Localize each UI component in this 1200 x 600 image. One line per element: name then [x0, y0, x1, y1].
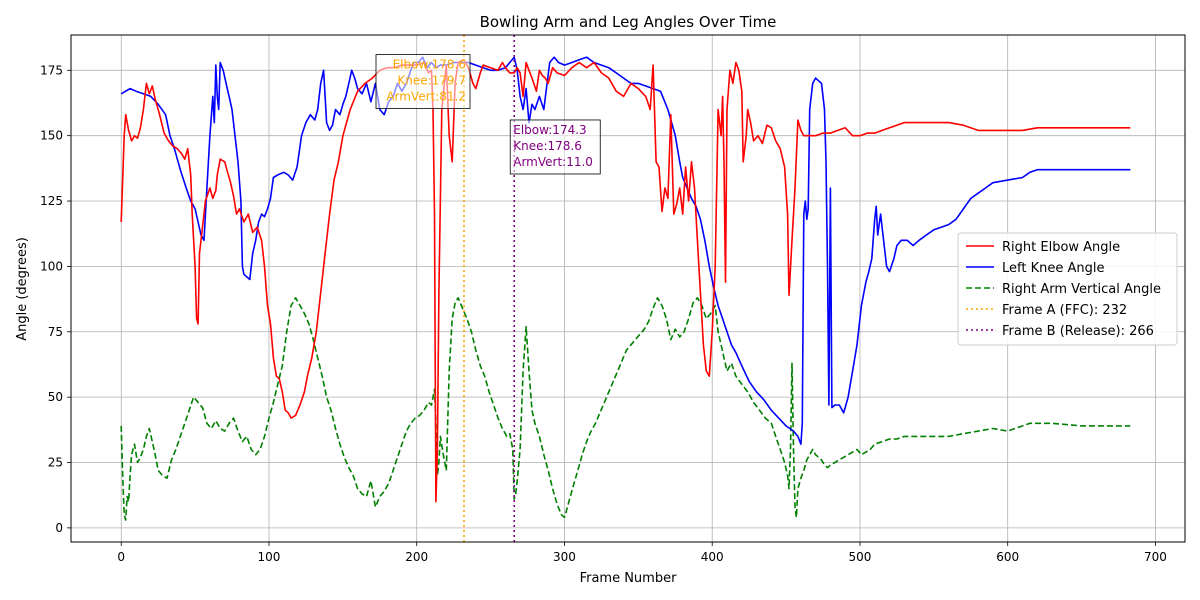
annotation-line: ArmVert:11.0	[513, 155, 593, 169]
y-tick-label: 50	[48, 390, 63, 404]
legend-label: Frame B (Release): 266	[1002, 324, 1154, 339]
series-line-right-elbow-angle	[120, 59, 1131, 503]
series-layer	[120, 56, 1131, 521]
legend-label: Right Arm Vertical Angle	[1002, 282, 1161, 297]
legend: Right Elbow Angle Left Knee Angle Right Ar…	[957, 232, 1178, 346]
annotation-line: Knee:178.6	[513, 139, 582, 153]
x-tick-label: 700	[1144, 550, 1167, 564]
x-tick-label: 300	[553, 550, 576, 564]
y-axis-label: Angle (degrees)	[15, 237, 30, 341]
annotation-line: Knee:179.7	[397, 74, 466, 88]
x-ticks: 0 100 200 300 400 500 600 700	[117, 542, 1167, 564]
annotation-line: Elbow:174.3	[513, 123, 586, 137]
plot-frame	[70, 34, 1186, 543]
y-tick-label: 125	[40, 194, 63, 208]
series-line-left-knee-angle	[120, 56, 1131, 445]
x-tick-label: 200	[405, 550, 428, 564]
x-tick-label: 500	[849, 550, 872, 564]
legend-label: Right Elbow Angle	[1002, 240, 1120, 255]
legend-label: Frame A (FFC): 232	[1002, 303, 1127, 318]
annotation-line: ArmVert:81.2	[386, 90, 466, 104]
y-tick-label: 25	[48, 456, 63, 470]
y-tick-label: 75	[48, 325, 63, 339]
annotation-box: Elbow:174.3 Knee:178.6 ArmVert:11.0	[509, 119, 601, 175]
y-ticks: 0 25 50 75 100 125 150 175	[40, 63, 71, 535]
annotation-layer: Elbow:178.6Knee:179.7ArmVert:81.2Elbow:1…	[375, 54, 601, 175]
x-tick-label: 600	[996, 550, 1019, 564]
y-tick-label: 100	[40, 259, 63, 273]
annotation-line: Elbow:178.6	[393, 58, 466, 72]
x-tick-label: 0	[117, 550, 125, 564]
x-axis-label: Frame Number	[580, 571, 678, 586]
y-tick-label: 0	[55, 521, 63, 535]
annotation-frame	[375, 54, 471, 110]
vline-layer	[463, 35, 516, 542]
y-tick-label: 175	[40, 63, 63, 77]
x-tick-label: 100	[258, 550, 281, 564]
legend-label: Left Knee Angle	[1002, 261, 1104, 276]
annotation-box: Elbow:178.6 Knee:179.7 ArmVert:81.2	[375, 54, 471, 110]
y-tick-label: 150	[40, 129, 63, 143]
annotation-frame	[509, 119, 601, 175]
chart-title: Bowling Arm and Leg Angles Over Time	[480, 13, 777, 31]
x-tick-label: 400	[701, 550, 724, 564]
series-line-right-arm-vertical-angle	[120, 297, 1131, 521]
legend-frame	[957, 232, 1178, 346]
